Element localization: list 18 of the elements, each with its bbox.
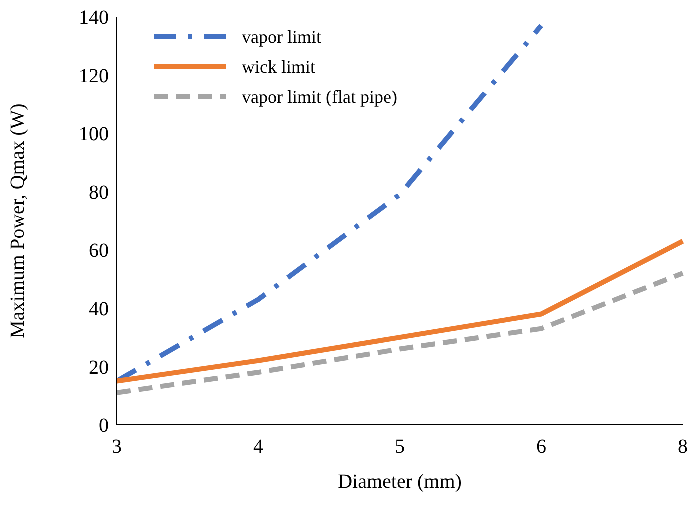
x-axis-title: Diameter (mm) bbox=[338, 471, 462, 493]
x-tick-label: 3 bbox=[112, 436, 122, 458]
x-tick-label: 6 bbox=[536, 436, 546, 458]
y-tick-label: 140 bbox=[79, 7, 109, 30]
y-tick-label: 0 bbox=[99, 415, 109, 438]
legend-label: vapor limit bbox=[242, 26, 322, 48]
y-tick-label: 100 bbox=[79, 124, 109, 146]
x-tick-label: 5 bbox=[395, 436, 405, 458]
y-tick-label: 120 bbox=[79, 65, 109, 88]
x-tick-label: 8 bbox=[678, 436, 688, 458]
y-tick-label: 20 bbox=[89, 356, 109, 379]
y-tick-label: 40 bbox=[89, 298, 109, 321]
legend-label: vapor limit (flat pipe) bbox=[242, 86, 398, 108]
legend-label: wick limit bbox=[242, 56, 316, 78]
y-tick-label: 80 bbox=[89, 182, 109, 204]
y-axis-title: Maximum Power, Qmax (W) bbox=[7, 104, 30, 338]
y-tick-label: 60 bbox=[89, 240, 109, 262]
x-tick-label: 4 bbox=[254, 436, 264, 458]
